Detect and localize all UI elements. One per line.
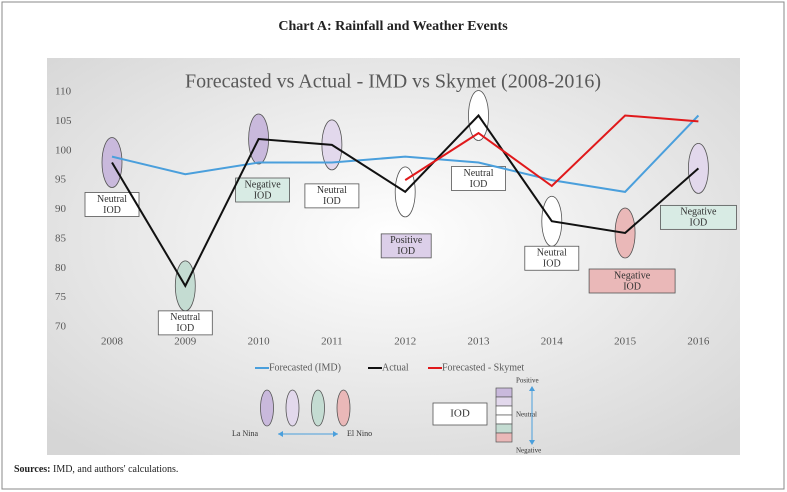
x-tick-label: 2016 [687,336,710,348]
iod-box [660,204,737,230]
x-tick-label: 2009 [174,336,197,348]
iod-box [235,177,291,203]
x-tick-label: 2008 [101,336,124,348]
key-scale [495,387,513,398]
sources-text: IMD, and authors' calculations. [50,464,178,475]
key-scale [495,423,513,434]
iod-label: IOD [323,196,341,207]
y-tick-label: 70 [55,321,67,333]
iod-label: Positive [390,235,423,246]
sources: Sources: IMD, and authors' calculations. [14,464,178,475]
iod-box [451,166,506,191]
sources-label: Sources: [14,464,50,475]
iod-label: Negative [680,207,717,218]
y-tick-label: 95 [55,174,67,186]
y-tick-label: 90 [55,203,67,215]
y-tick-label: 75 [55,291,67,303]
key-oval [285,389,300,427]
iod-label: IOD [397,246,415,257]
iod-label: IOD [623,281,641,292]
legend-label: Forecasted (IMD) [269,362,341,373]
iod-label: IOD [543,259,561,270]
iod-label: IOD [690,218,708,229]
key-scale [495,432,513,443]
key-right: El Nino [347,429,372,438]
iod-box [304,183,360,209]
iod-label: IOD [176,323,194,334]
x-tick-label: 2014 [541,336,564,348]
y-tick-label: 100 [55,144,72,156]
iod-box [588,268,676,294]
key-top: Positive [516,377,539,385]
iod-box [524,245,580,271]
iod-label: Negative [614,270,651,281]
iod-label: Neutral [170,312,200,323]
key-oval [311,389,325,427]
x-tick-label: 2011 [321,336,343,348]
series-line [404,114,699,188]
y-tick-label: 80 [55,262,67,274]
iod-box [157,310,213,336]
iod-label: Negative [245,179,282,190]
key-scale [495,414,513,425]
header-title: Chart A: Rainfall and Weather Events [278,19,508,34]
key-oval [336,389,351,427]
y-tick-label: 110 [55,86,72,98]
x-tick-label: 2012 [394,336,416,348]
key-oval [260,389,274,427]
y-tick-label: 85 [55,232,67,244]
iod-label: IOD [470,179,488,190]
legend-label: Actual [382,362,409,373]
series-line [111,113,700,288]
iod-label: Neutral [537,248,567,259]
key-scale [495,405,513,416]
x-tick-label: 2010 [248,336,271,348]
key-middle: Neutral [516,411,537,419]
iod-label: Neutral [317,185,347,196]
key-scale [495,396,513,407]
key-left: La Nina [232,429,258,438]
x-tick-label: 2013 [468,336,491,348]
key-iod: IOD [450,408,470,420]
key-bottom: Negative [516,447,541,455]
iod-box [84,192,140,217]
y-tick-label: 105 [55,115,72,127]
iod-label: IOD [254,190,272,201]
chart-title: Forecasted vs Actual - IMD vs Skymet (20… [185,71,601,93]
series-line [111,114,700,193]
iod-label: IOD [103,205,121,216]
key-iod-box [432,402,488,426]
iod-label: Neutral [464,168,494,179]
iod-box [380,233,432,259]
legend-label: Forecasted - Skymet [442,362,524,373]
iod-label: Neutral [97,194,127,205]
x-tick-label: 2015 [614,336,637,348]
